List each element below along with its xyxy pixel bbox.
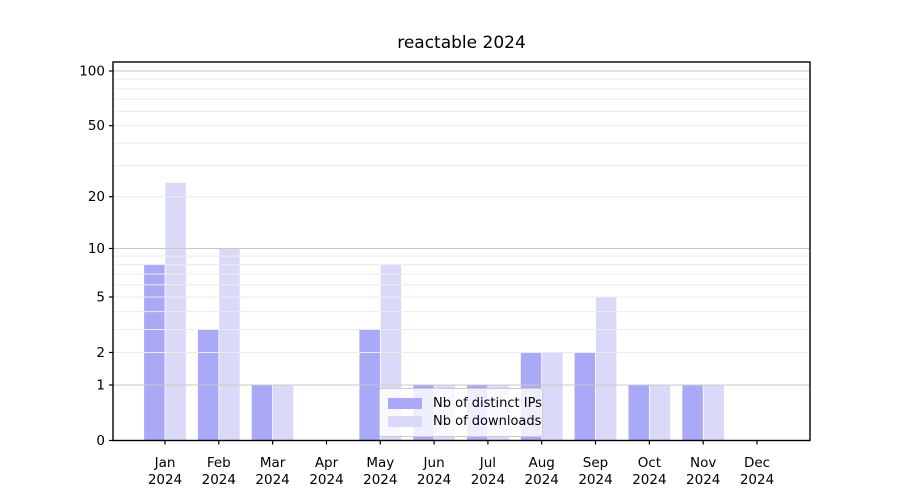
x-tick-label-year: 2024 (202, 472, 236, 488)
x-tick-label-year: 2024 (471, 472, 505, 488)
bar-downloads-feb (219, 248, 240, 441)
y-tick-label: 100 (79, 64, 105, 80)
bar-downloads-mar (273, 385, 294, 441)
y-tick-label: 5 (96, 290, 105, 306)
legend-label-downloads: Nb of downloads (433, 414, 542, 430)
bar-downloads-nov (703, 385, 725, 441)
x-tick-label-year: 2024 (309, 472, 343, 488)
x-tick-label-month: Sep (583, 455, 608, 471)
x-tick-label-year: 2024 (686, 472, 720, 488)
x-tick-label-month: Feb (207, 455, 231, 471)
y-tick-label: 10 (88, 241, 105, 257)
x-tick-label-month: Nov (690, 455, 716, 471)
y-tick-label: 20 (88, 189, 105, 205)
y-tick-label: 0 (96, 433, 105, 449)
y-tick-label: 2 (96, 345, 105, 361)
x-tick-label-year: 2024 (632, 472, 666, 488)
y-tick-label: 50 (88, 118, 105, 134)
x-tick-label-month: Dec (744, 455, 770, 471)
x-tick-label-year: 2024 (363, 472, 397, 488)
x-tick-label-month: Jun (423, 455, 445, 471)
x-tick-label-year: 2024 (148, 472, 182, 488)
bar-distinct-ips-nov (682, 385, 703, 441)
legend-label-distinct-ips: Nb of distinct IPs (433, 395, 542, 411)
x-tick-label-month: Aug (529, 455, 555, 471)
legend-swatch-distinct-ips (388, 397, 422, 409)
bar-distinct-ips-mar (251, 385, 273, 441)
y-tick-label: 1 (96, 378, 105, 394)
x-tick-label-year: 2024 (525, 472, 559, 488)
x-tick-label-year: 2024 (578, 472, 612, 488)
legend-row-downloads: Nb of downloads (388, 413, 541, 432)
legend-swatch-downloads (388, 416, 422, 428)
legend: Nb of distinct IPs Nb of downloads (379, 388, 543, 437)
bar-distinct-ips-oct (628, 385, 649, 441)
bar-downloads-sep (595, 297, 617, 441)
plot-border (112, 61, 811, 442)
legend-row-distinct-ips: Nb of distinct IPs (388, 394, 542, 413)
x-tick-label-year: 2024 (255, 472, 289, 488)
bar-downloads-oct (649, 385, 671, 441)
x-tick-label-month: Jan (154, 455, 176, 471)
x-tick-label-month: Jul (479, 455, 496, 471)
bar-distinct-ips-sep (574, 352, 596, 441)
x-tick-label-year: 2024 (740, 472, 774, 488)
chart-title: reactable 2024 (397, 33, 526, 53)
x-tick-label-month: Mar (260, 455, 286, 471)
x-tick-label-month: Oct (638, 455, 661, 471)
x-tick-label-month: Apr (315, 455, 339, 471)
bar-downloads-aug (542, 352, 563, 441)
x-tick-label-month: May (366, 455, 394, 471)
x-tick-label-year: 2024 (417, 472, 451, 488)
